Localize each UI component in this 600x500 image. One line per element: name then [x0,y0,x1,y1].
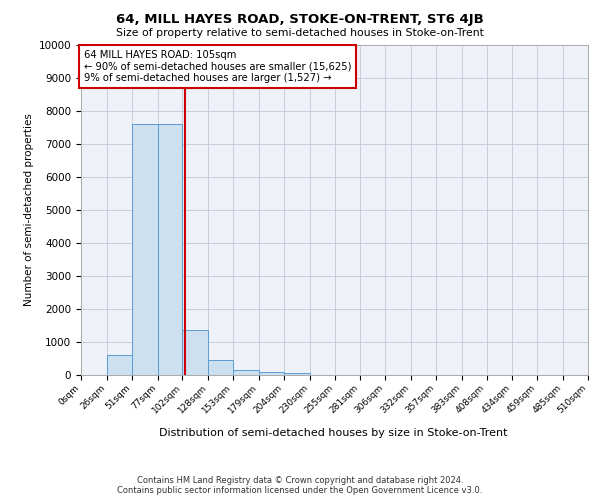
Bar [233,370,259,375]
Text: Size of property relative to semi-detached houses in Stoke-on-Trent: Size of property relative to semi-detach… [116,28,484,38]
Bar [158,124,182,375]
Bar [182,330,208,375]
Bar [208,360,233,375]
Text: 64, MILL HAYES ROAD, STOKE-ON-TRENT, ST6 4JB: 64, MILL HAYES ROAD, STOKE-ON-TRENT, ST6… [116,12,484,26]
Text: Distribution of semi-detached houses by size in Stoke-on-Trent: Distribution of semi-detached houses by … [159,428,507,438]
Bar [259,372,284,375]
Bar [284,372,310,375]
Text: Contains HM Land Registry data © Crown copyright and database right 2024.
Contai: Contains HM Land Registry data © Crown c… [118,476,482,495]
Text: 64 MILL HAYES ROAD: 105sqm
← 90% of semi-detached houses are smaller (15,625)
9%: 64 MILL HAYES ROAD: 105sqm ← 90% of semi… [83,50,351,83]
Bar [107,355,132,375]
Y-axis label: Number of semi-detached properties: Number of semi-detached properties [25,114,34,306]
Bar [132,124,158,375]
